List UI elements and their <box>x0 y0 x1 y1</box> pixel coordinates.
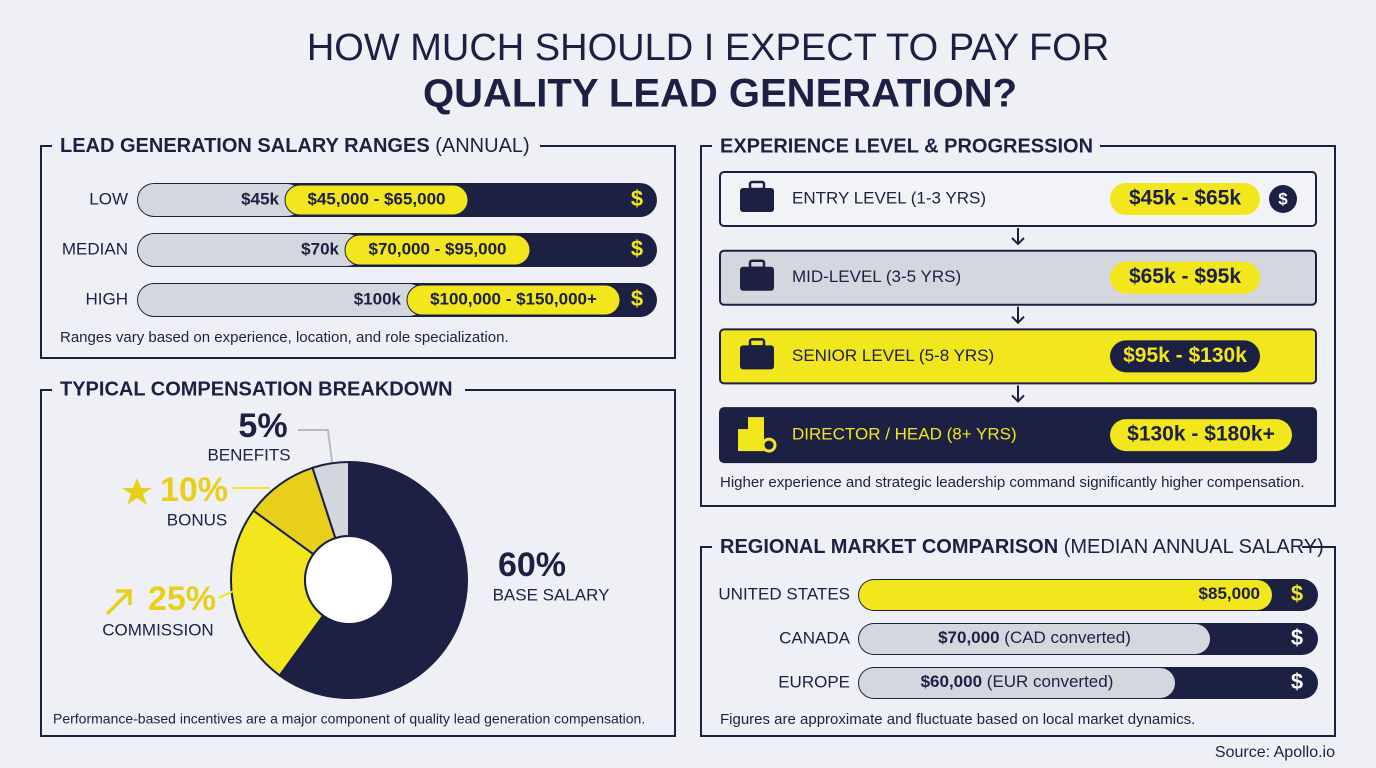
range-start: $100k <box>354 289 402 308</box>
slice-value: 60% <box>498 546 566 584</box>
star-icon <box>122 478 152 505</box>
range-pill <box>1110 183 1260 215</box>
panel-frame <box>700 546 1336 737</box>
value-note: (EUR converted) <box>987 672 1114 691</box>
range-pill <box>1110 419 1292 452</box>
slice-name: BASE SALARY <box>493 585 610 604</box>
donut-hole <box>304 535 394 625</box>
building-icon <box>738 429 748 452</box>
briefcase-handle <box>748 259 766 269</box>
level-label: SENIOR LEVEL (5-8 YRS) <box>792 346 994 365</box>
region-label: CANADA <box>779 628 851 647</box>
value: $70,000 <box>938 628 999 647</box>
dollar-icon: $ <box>1291 625 1303 650</box>
down-arrow <box>1011 228 1025 246</box>
dollar-icon: $ <box>1291 581 1303 606</box>
leader <box>298 429 333 463</box>
region-bar <box>859 668 1175 698</box>
range: $45,000 - $65,000 <box>307 189 445 208</box>
region-label: EUROPE <box>778 672 850 691</box>
value: $60,000 <box>921 672 982 691</box>
section-title: REGIONAL MARKET COMPARISON (MEDIAN ANNUA… <box>720 536 1324 558</box>
level-range: $45k - $65k <box>1129 187 1241 210</box>
range: $70,000 - $95,000 <box>368 239 506 258</box>
level-range: $130k - $180k+ <box>1127 423 1275 446</box>
slice-name: COMMISSION <box>102 620 213 639</box>
level-label: MID-LEVEL (3-5 YRS) <box>792 267 961 286</box>
track-low <box>138 234 363 266</box>
briefcase-handle <box>748 180 766 191</box>
building-icon <box>748 417 764 452</box>
range-start: $45k <box>241 189 279 208</box>
gear-icon <box>761 437 777 453</box>
dollar-icon: $ <box>631 186 643 211</box>
arrow-icon <box>105 589 132 616</box>
leader <box>217 589 237 599</box>
panel-frame <box>700 145 1336 507</box>
region-bar <box>859 624 1210 654</box>
range-pill <box>1110 340 1260 373</box>
range-pill <box>344 234 531 266</box>
down-arrow <box>1011 306 1025 325</box>
region-rows: UNITED STATES $ $85,000 CANADA $ $70,000 (CAD… <box>718 579 1318 699</box>
slice-name: BENEFITS <box>207 445 290 464</box>
range: $100,000 - $150,000+ <box>430 289 597 308</box>
value-note: (CAD converted) <box>1004 628 1131 647</box>
donut-chart: 60%BASE SALARY 25% COMMISSION 10%BONUS 5%BEN… <box>102 407 610 699</box>
level-label: ENTRY LEVEL (1-3 YRS) <box>792 188 986 207</box>
region-value: $85,000 <box>1199 584 1260 603</box>
slice-name: BONUS <box>167 510 227 529</box>
dollar-icon: $ <box>631 286 643 311</box>
panel-frame <box>40 145 676 359</box>
row-label: HIGH <box>86 289 129 308</box>
down-arrow <box>1011 385 1025 403</box>
region-value: $60,000 (EUR converted) <box>921 672 1114 691</box>
range-pill <box>406 284 621 316</box>
level-range: $95k - $130k <box>1123 344 1247 367</box>
slice-value: 25% <box>148 580 216 618</box>
panel-frame <box>40 389 676 737</box>
note: Ranges vary based on experience, locatio… <box>60 329 509 346</box>
value: $85,000 <box>1199 584 1260 603</box>
dollar-badge <box>1269 185 1297 213</box>
title-line1: HOW MUCH SHOULD I EXPECT TO PAY FOR <box>307 27 1109 69</box>
track-low <box>138 184 303 216</box>
region-value: $70,000 (CAD converted) <box>938 628 1131 647</box>
range-pill <box>284 184 469 216</box>
source: Source: Apollo.io <box>1215 744 1335 761</box>
note: Higher experience and strategic leadersh… <box>720 474 1305 491</box>
region-bar <box>859 580 1272 610</box>
briefcase-icon <box>740 345 774 370</box>
section-title: LEAD GENERATION SALARY RANGES (ANNUAL) <box>60 135 530 157</box>
level-cards: ENTRY LEVEL (1-3 YRS) $45k - $65k MID-LEVE… <box>719 171 1317 464</box>
dollar-badge-text: $ <box>1278 189 1288 208</box>
section-title: EXPERIENCE LEVEL & PROGRESSION <box>720 135 1093 157</box>
row-label: MEDIAN <box>62 239 128 258</box>
slice-value: 5% <box>238 407 287 445</box>
briefcase-icon <box>740 266 774 291</box>
dollar-icon: $ <box>1291 669 1303 694</box>
note: Figures are approximate and fluctuate ba… <box>720 711 1195 728</box>
note: Performance-based incentives are a major… <box>53 711 645 727</box>
briefcase-handle <box>748 338 766 348</box>
dollar-icon: $ <box>631 236 643 261</box>
range-start: $70k <box>301 239 339 258</box>
range-pill <box>1110 261 1260 294</box>
briefcase-icon <box>740 188 774 212</box>
title-line2: QUALITY LEAD GENERATION? <box>423 72 1017 116</box>
level-label: DIRECTOR / HEAD (8+ YRS) <box>792 425 1017 444</box>
level-range: $65k - $95k <box>1129 265 1241 288</box>
section-title: TYPICAL COMPENSATION BREAKDOWN <box>60 378 453 400</box>
region-label: UNITED STATES <box>718 584 850 603</box>
track-low <box>138 284 425 316</box>
slice-value: 10% <box>160 471 228 509</box>
row-label: LOW <box>89 189 128 208</box>
range-rows: LOW $45k $45,000 - $65,000 $ MEDIAN $70k $70,0… <box>62 183 657 317</box>
